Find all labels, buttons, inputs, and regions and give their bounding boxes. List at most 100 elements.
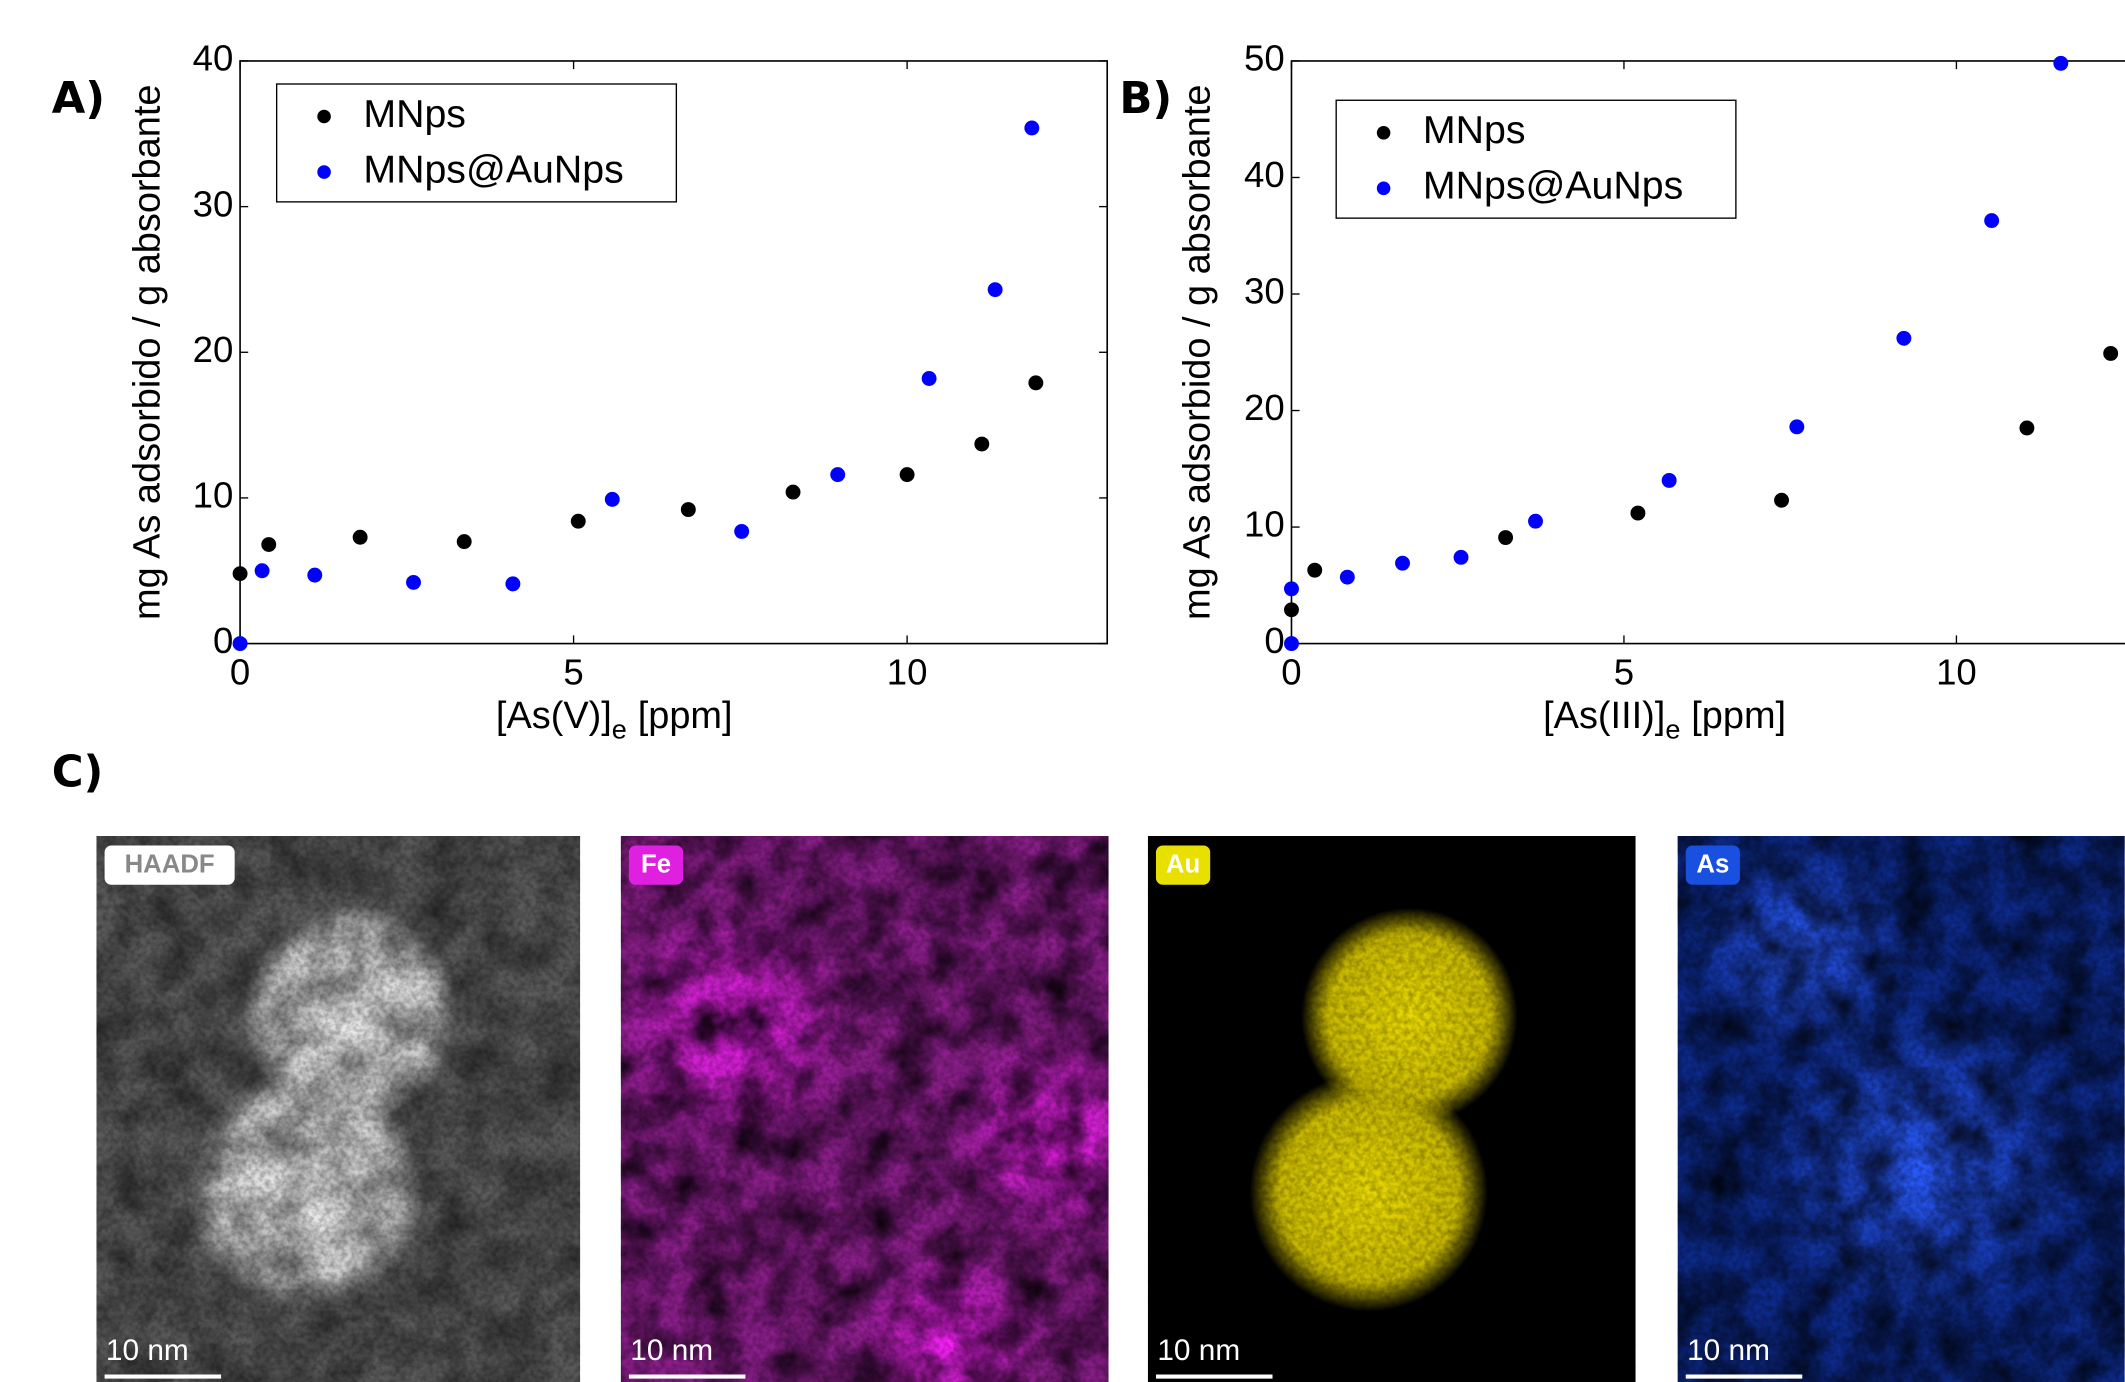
legend-box	[1335, 99, 1737, 219]
data-point	[1896, 330, 1912, 346]
panel-label: A)	[52, 74, 105, 124]
x-axis-label-part: [ppm]	[638, 695, 733, 737]
x-axis-label-part: e	[612, 714, 627, 745]
chart: B) 0 5 10 0 10 20 30 40 50 [As(III)]e [ppm] mg As ad…	[1119, 38, 2125, 745]
data-point	[1339, 569, 1355, 585]
legend-marker	[317, 165, 331, 179]
y-tick-label: 40	[193, 38, 234, 79]
scale-bar-label: 10 nm	[1157, 1334, 1240, 1367]
element-tag-label: HAADF	[125, 851, 215, 879]
data-point	[1028, 375, 1044, 391]
data-point	[261, 537, 277, 552]
x-axis-label-part: [As(III)]	[1543, 695, 1665, 737]
data-point	[899, 467, 915, 483]
chart: A) 0 5 10 0 10 20 30 40 [As(V)]e [ppm] mg As adsorb…	[52, 38, 1109, 745]
x-tick-label: 10	[1936, 651, 1977, 692]
scale-bar-label: 10 nm	[630, 1334, 713, 1367]
data-point	[830, 467, 846, 483]
data-point	[232, 566, 248, 582]
data-point	[1453, 549, 1469, 565]
data-point	[1630, 505, 1646, 521]
element-tag	[628, 845, 684, 885]
element-tag	[104, 845, 235, 885]
x-tick-label: 0	[1281, 651, 1301, 692]
data-point	[307, 567, 323, 583]
data-point	[974, 436, 990, 452]
data-point	[1024, 120, 1040, 136]
y-tick-label: 30	[1244, 271, 1285, 312]
micrograph: HAADF 10 nm	[96, 835, 581, 1382]
x-tick-label: 0	[230, 651, 250, 692]
element-tag-label: As	[1696, 851, 1729, 879]
data-point	[1284, 636, 1299, 652]
y-tick-label: 0	[213, 620, 233, 661]
data-point	[1984, 213, 2000, 229]
legend-box	[275, 83, 678, 203]
micrograph: Au 10 nm	[1147, 835, 1636, 1382]
element-tag	[1155, 845, 1211, 885]
scale-bar-label: 10 nm	[106, 1334, 189, 1367]
y-axis-label: mg As adsorbido / g absorbante	[1176, 85, 1218, 620]
y-tick-label: 20	[193, 329, 234, 370]
data-point	[987, 282, 1003, 298]
y-tick-label: 20	[1244, 387, 1285, 428]
element-tag-label: Fe	[641, 851, 671, 879]
y-tick-label: 50	[1244, 38, 1285, 79]
x-tick-label: 10	[887, 651, 928, 692]
data-point	[1528, 513, 1543, 529]
data-point	[1284, 581, 1299, 597]
data-point	[1307, 562, 1323, 578]
micrograph-image	[1677, 835, 2125, 1382]
data-point	[352, 529, 368, 545]
y-axis-label: mg As adsorbido / g absorbante	[126, 85, 168, 620]
legend-marker	[1376, 126, 1391, 140]
data-point	[1661, 472, 1677, 488]
x-tick-label: 5	[563, 651, 583, 692]
data-point	[1284, 602, 1299, 618]
data-point	[2053, 55, 2069, 71]
x-axis-label-part: e	[1665, 714, 1680, 745]
grain	[1147, 835, 1636, 1382]
data-point	[921, 371, 937, 386]
data-point	[254, 563, 270, 579]
data-point	[2019, 420, 2035, 436]
data-point	[505, 576, 521, 592]
data-point	[570, 513, 586, 529]
y-tick-label: 30	[193, 183, 234, 224]
plot-frame	[1290, 60, 2125, 645]
scale-bar-label: 10 nm	[1687, 1334, 1770, 1367]
data-point	[1789, 419, 1805, 435]
data-point	[734, 523, 750, 539]
data-point	[1498, 530, 1514, 545]
data-point	[406, 574, 421, 590]
micrograph-image	[620, 835, 1109, 1382]
panel-label: C)	[52, 748, 104, 798]
legend-marker	[1376, 181, 1391, 196]
legend-label: MNps	[363, 92, 466, 136]
legend-marker	[317, 109, 331, 124]
micrograph: Fe 10 nm	[620, 835, 1109, 1382]
data-point	[232, 636, 248, 652]
data-point	[1774, 492, 1789, 508]
y-tick-label: 10	[1244, 504, 1285, 545]
x-axis-label: [As(III)]e [ppm]	[1543, 695, 1786, 745]
data-point	[1395, 555, 1410, 571]
grain	[620, 835, 1109, 1382]
element-tag	[1685, 845, 1740, 885]
x-axis-label: [As(V)]e [ppm]	[496, 695, 733, 745]
panel-label: B)	[1119, 74, 1172, 124]
y-tick-label: 10	[193, 475, 234, 516]
y-tick-label: 40	[1244, 154, 1285, 195]
element-tag-label: Au	[1166, 851, 1200, 879]
data-point	[456, 534, 472, 550]
x-axis-label-part: [As(V)]	[496, 695, 612, 737]
legend-label: MNps	[1423, 108, 1526, 152]
micrograph: As 10 nm	[1677, 835, 2125, 1382]
micrograph-image	[96, 835, 581, 1382]
data-point	[680, 502, 696, 518]
legend-label: MNps@AuNps	[363, 147, 623, 191]
legend-label: MNps@AuNps	[1423, 164, 1683, 208]
data-point	[785, 484, 801, 500]
x-tick-label: 5	[1614, 651, 1634, 692]
